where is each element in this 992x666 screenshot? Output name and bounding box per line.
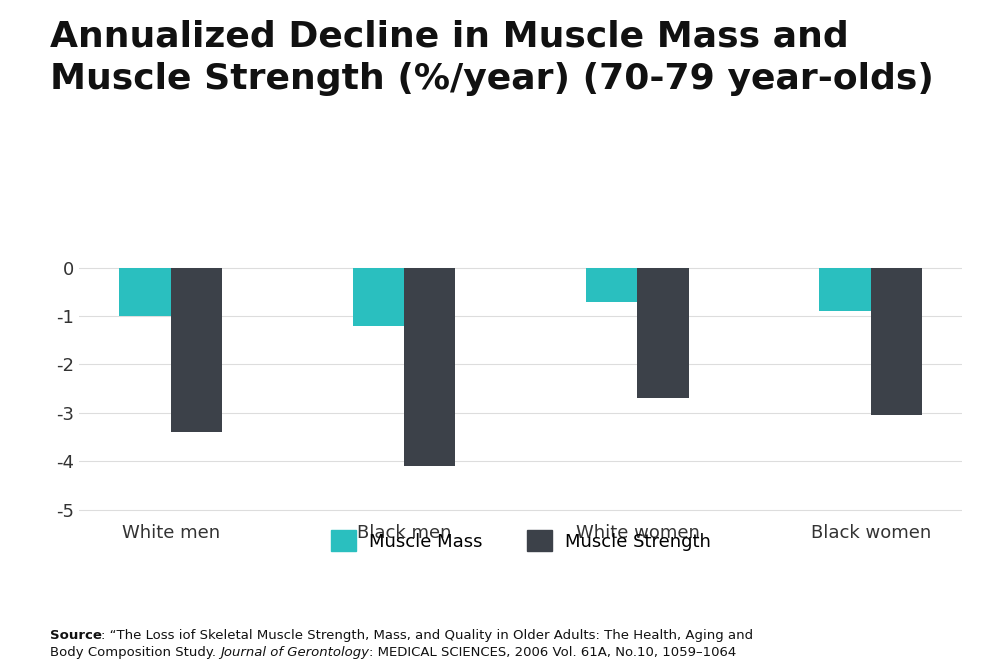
- Text: Source: Source: [50, 629, 101, 643]
- Text: : “The Loss iof Skeletal Muscle Strength, Mass, and Quality in Older Adults: The: : “The Loss iof Skeletal Muscle Strength…: [101, 629, 754, 643]
- Bar: [586, 268, 638, 302]
- Bar: [638, 268, 688, 398]
- Bar: [353, 268, 404, 326]
- Bar: [819, 268, 871, 311]
- Bar: [871, 268, 923, 416]
- Bar: [171, 268, 222, 432]
- Bar: [404, 268, 455, 466]
- Bar: [119, 268, 171, 316]
- Text: Annualized Decline in Muscle Mass and
Muscle Strength (%/year) (70-79 year-olds): Annualized Decline in Muscle Mass and Mu…: [50, 20, 933, 96]
- Text: Body Composition Study.: Body Composition Study.: [50, 646, 220, 659]
- Legend: Muscle Mass, Muscle Strength: Muscle Mass, Muscle Strength: [323, 523, 718, 558]
- Text: : MEDICAL SCIENCES, 2006 Vol. 61A, No.10, 1059–1064: : MEDICAL SCIENCES, 2006 Vol. 61A, No.10…: [369, 646, 736, 659]
- Text: Journal of Gerontology: Journal of Gerontology: [220, 646, 369, 659]
